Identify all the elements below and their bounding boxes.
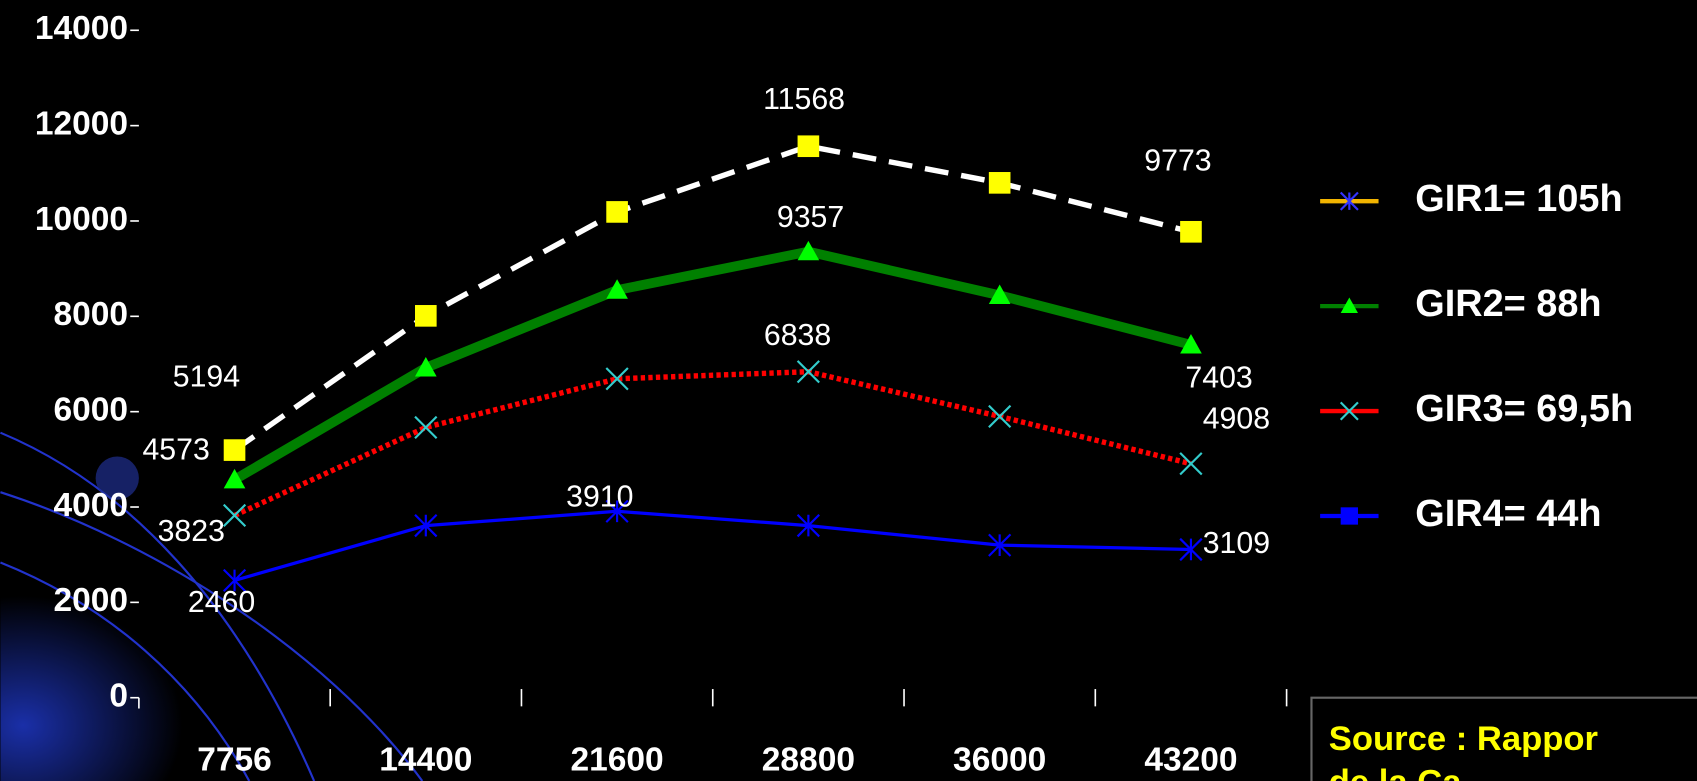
data-point: [414, 415, 438, 439]
data-label: 4908: [1203, 402, 1270, 435]
data-label: 3823: [158, 515, 225, 548]
data-point: [796, 360, 820, 384]
data-label: 7403: [1185, 361, 1252, 394]
y-tick-label: 4000: [54, 487, 129, 524]
data-label: 3910: [566, 480, 633, 513]
legend-marker: [1339, 191, 1359, 211]
data-point: [796, 514, 820, 538]
y-tick-label: 6000: [54, 392, 129, 429]
x-tick-label: 43200: [1144, 741, 1237, 778]
x-tick-label: 36000: [953, 741, 1046, 778]
legend-label: GIR2= 88h: [1415, 283, 1601, 325]
x-tick-label: 14400: [379, 741, 472, 778]
data-label: 9773: [1144, 145, 1211, 178]
legend-marker: [1339, 401, 1359, 421]
data-point: [606, 279, 628, 299]
source-box: [1310, 696, 1697, 781]
series-line: [232, 143, 1192, 453]
data-point: [415, 305, 437, 327]
data-label: 9357: [777, 201, 844, 234]
data-point: [797, 135, 820, 158]
data-point: [797, 240, 820, 261]
y-tick-label: 8000: [54, 296, 129, 333]
data-point: [988, 172, 1011, 194]
series-line: [233, 369, 1192, 518]
data-label: 4573: [142, 434, 209, 467]
legend-label: GIR1= 105h: [1415, 178, 1622, 220]
y-tick-label: 14000: [35, 10, 128, 47]
data-label: 3109: [1203, 527, 1270, 560]
x-tick-label: 7756: [197, 741, 272, 778]
y-tick-label: 12000: [35, 105, 128, 142]
data-point: [988, 404, 1012, 429]
legend-marker: [1340, 507, 1358, 525]
data-point: [222, 503, 247, 528]
data-point: [414, 514, 438, 538]
data-point: [605, 367, 629, 391]
data-point: [223, 439, 246, 461]
data-point: [222, 568, 247, 593]
data-point: [988, 533, 1012, 557]
legend-label: GIR4= 44h: [1415, 493, 1601, 535]
data-point: [223, 468, 246, 489]
x-tick-label: 21600: [571, 741, 664, 778]
legend-label: GIR3= 69,5h: [1415, 388, 1633, 430]
x-tick-label: 28800: [762, 741, 855, 778]
y-tick-label: 10000: [35, 201, 128, 238]
data-label: 5194: [173, 361, 240, 394]
data-label: 11568: [763, 83, 845, 116]
data-point: [1180, 220, 1202, 243]
legend-marker: [1340, 297, 1358, 314]
data-point: [605, 499, 629, 523]
data-label: 6838: [764, 319, 831, 352]
series-line: [234, 509, 1191, 582]
data-point: [1179, 537, 1203, 562]
data-point: [988, 284, 1011, 305]
source-text: Source : Rappor: [1329, 720, 1598, 758]
series-line: [232, 246, 1193, 484]
data-label: 2460: [188, 586, 255, 619]
data-point: [1180, 333, 1202, 354]
y-tick-label: 0: [109, 678, 128, 715]
source-text: de la Ca: [1329, 763, 1462, 781]
data-point: [1179, 452, 1203, 476]
data-point: [415, 356, 437, 377]
y-tick-label: 2000: [54, 582, 129, 619]
decor-arcs: [0, 431, 424, 781]
data-point: [606, 201, 628, 223]
decor-dot: [95, 456, 139, 500]
